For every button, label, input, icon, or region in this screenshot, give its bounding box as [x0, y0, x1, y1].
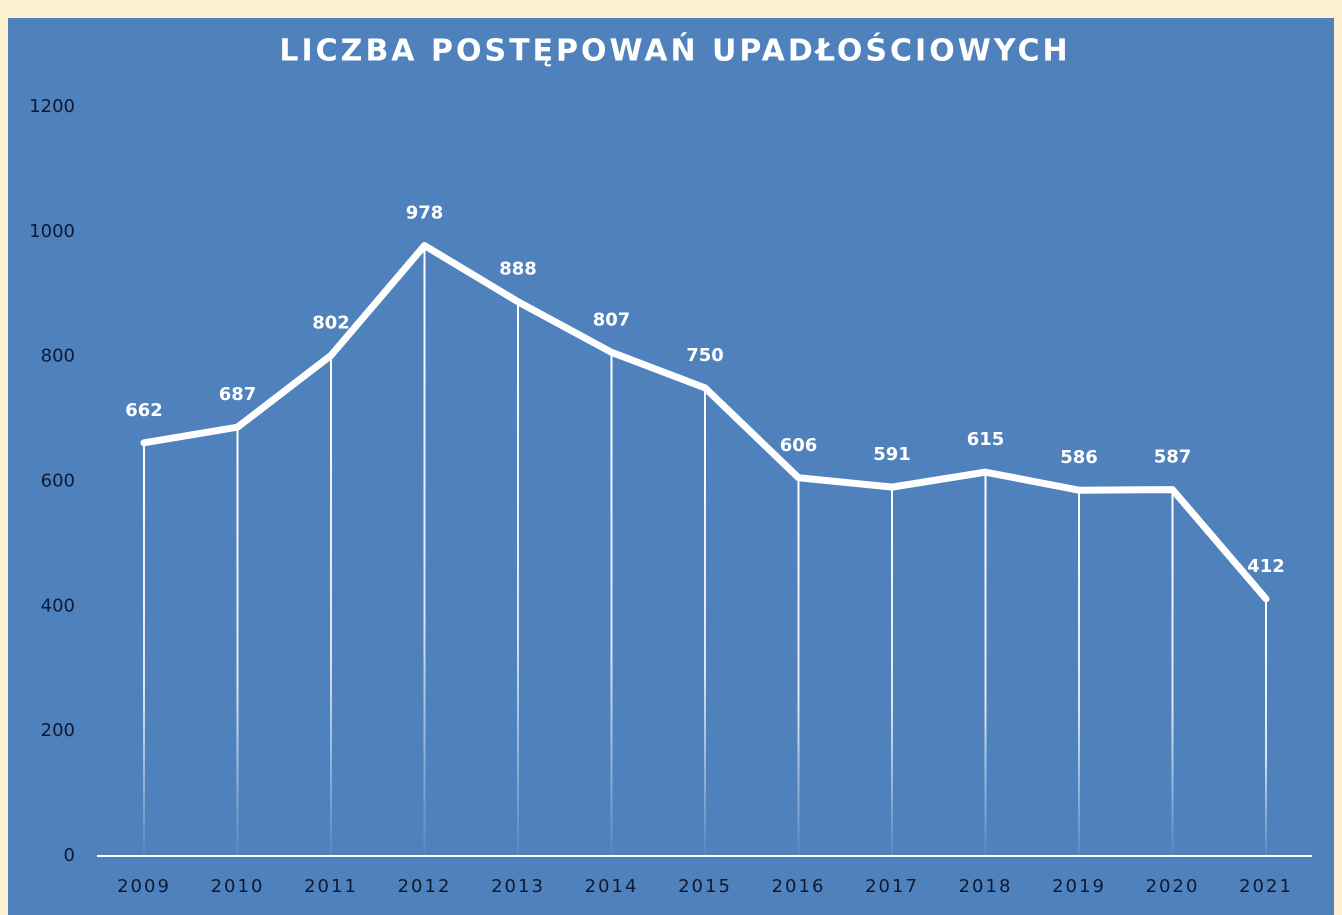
data-label: 587 [1154, 447, 1192, 468]
x-tick-label: 2014 [585, 876, 639, 897]
drop-line [330, 355, 332, 856]
data-line [140, 242, 1270, 603]
y-tick-label: 1000 [29, 221, 75, 242]
drop-line [1078, 490, 1080, 856]
drop-line [984, 472, 987, 856]
x-tick-label: 2012 [398, 876, 452, 897]
drop-line [891, 487, 893, 856]
data-label: 687 [219, 384, 257, 405]
data-label: 807 [593, 309, 631, 330]
x-tick-label: 2015 [678, 876, 732, 897]
data-label: 662 [125, 400, 163, 421]
drop-line [517, 301, 519, 856]
x-tick-label: 2009 [117, 876, 171, 897]
drop-line [1265, 598, 1267, 856]
data-label: 606 [780, 435, 818, 456]
y-tick-label: 600 [41, 471, 75, 492]
data-label: 750 [686, 345, 724, 366]
data-label: 888 [499, 259, 537, 280]
y-tick-label: 1200 [29, 96, 75, 117]
data-label: 978 [406, 203, 444, 224]
x-tick-label: 2021 [1239, 876, 1293, 897]
data-label: 802 [312, 312, 350, 333]
drop-line [236, 427, 239, 856]
data-label: 586 [1060, 447, 1098, 468]
drop-line [797, 477, 800, 856]
x-tick-label: 2019 [1052, 876, 1106, 897]
drop-line [143, 442, 145, 856]
data-label: 615 [967, 429, 1005, 450]
y-tick-label: 200 [41, 720, 75, 741]
drop-line [423, 245, 426, 856]
chart-title: LICZBA POSTĘPOWAŃ UPADŁOŚCIOWYCH [279, 32, 1070, 69]
x-tick-label: 2017 [865, 876, 919, 897]
x-tick-label: 2016 [772, 876, 826, 897]
y-tick-label: 0 [64, 845, 75, 866]
data-label: 591 [873, 444, 911, 465]
drop-line [1171, 489, 1174, 856]
chart-background [8, 18, 1334, 915]
data-label: 412 [1247, 556, 1285, 577]
y-tick-label: 400 [41, 595, 75, 616]
x-tick-label: 2013 [491, 876, 545, 897]
x-tick-label: 2020 [1146, 876, 1200, 897]
x-tick-label: 2018 [959, 876, 1013, 897]
x-tick-label: 2010 [211, 876, 265, 897]
y-tick-label: 800 [41, 346, 75, 367]
x-tick-label: 2011 [304, 876, 358, 897]
drop-line [704, 387, 706, 856]
drop-line [610, 352, 613, 856]
